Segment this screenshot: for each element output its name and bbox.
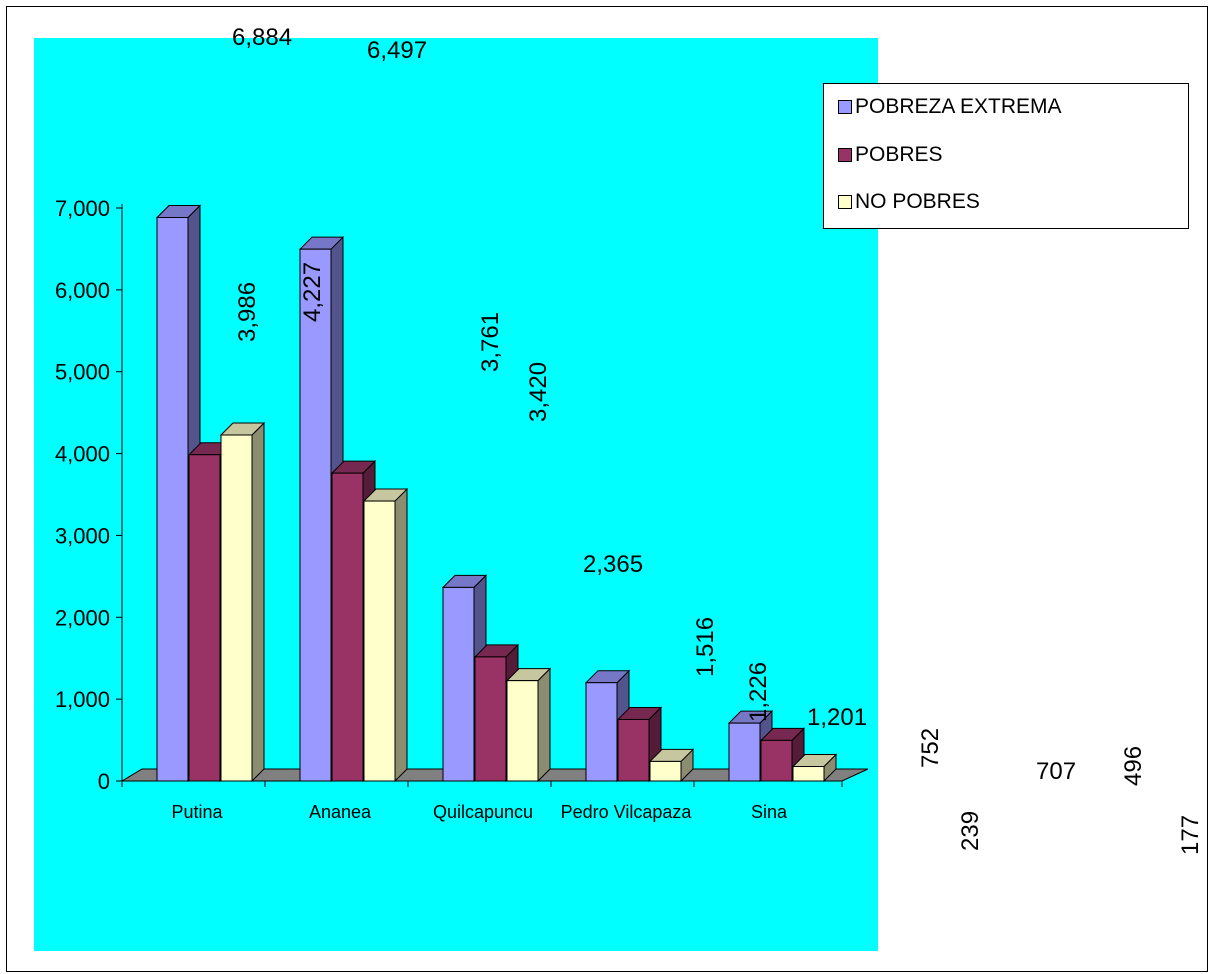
- bar-side: [537, 667, 551, 783]
- data-label: 177: [1177, 815, 1204, 855]
- data-label: 496: [1120, 746, 1147, 786]
- legend-label-pobres: POBRES: [855, 143, 943, 166]
- bar: [220, 434, 253, 782]
- bar: [585, 682, 618, 782]
- bar-side: [251, 421, 265, 783]
- bar: [188, 454, 221, 782]
- legend-item-no-pobres: NO POBRES: [838, 187, 980, 217]
- x-tick-label: Pedro Vilcapaza: [561, 802, 693, 822]
- data-label: 2,365: [583, 551, 643, 578]
- data-label: 6,884: [232, 24, 292, 51]
- y-tick-label: 1,000: [55, 687, 110, 712]
- data-label: 3,761: [477, 312, 504, 372]
- y-tick-label: 2,000: [55, 605, 110, 630]
- data-label: 6,497: [367, 37, 427, 64]
- data-label: 752: [917, 728, 944, 768]
- bar: [649, 760, 682, 782]
- data-label: 1,226: [745, 662, 772, 722]
- legend: POBREZA EXTREMA POBRES NO POBRES: [823, 83, 1189, 229]
- bar: [331, 472, 364, 782]
- legend-item-pobreza-extrema: POBREZA EXTREMA: [838, 92, 1062, 122]
- data-label: 3,986: [234, 282, 261, 342]
- legend-label-pobreza-extrema: POBREZA EXTREMA: [855, 95, 1062, 118]
- y-tick-label: 0: [98, 769, 110, 794]
- legend-swatch-no-pobres: [838, 195, 852, 209]
- y-tick-label: 3,000: [55, 523, 110, 548]
- x-tick-label: Quilcapuncu: [433, 802, 533, 822]
- legend-item-pobres: POBRES: [838, 140, 943, 170]
- bar: [442, 586, 475, 782]
- bar: [156, 216, 189, 782]
- x-tick-label: Sina: [751, 802, 788, 822]
- data-label: 707: [1036, 758, 1076, 785]
- x-tick-label: Putina: [171, 802, 223, 822]
- y-tick-label: 7,000: [55, 196, 110, 221]
- x-tick-label: Ananea: [309, 802, 372, 822]
- bar-side: [394, 487, 408, 783]
- data-label: 1,201: [807, 704, 867, 731]
- data-label: 239: [957, 811, 984, 851]
- bar: [728, 722, 761, 782]
- y-tick-label: 4,000: [55, 442, 110, 467]
- y-tick-label: 6,000: [55, 278, 110, 303]
- bar: [363, 500, 396, 782]
- bar: [760, 739, 793, 782]
- bar: [299, 248, 332, 782]
- y-tick-label: 5,000: [55, 360, 110, 385]
- data-label: 3,420: [525, 362, 552, 422]
- bar: [506, 680, 539, 782]
- legend-swatch-pobres: [838, 148, 852, 162]
- data-label: 1,516: [692, 617, 719, 677]
- legend-label-no-pobres: NO POBRES: [855, 190, 980, 213]
- data-label: 4,227: [299, 262, 326, 322]
- legend-swatch-pobreza-extrema: [838, 100, 852, 114]
- bar: [617, 718, 650, 782]
- bar: [792, 766, 825, 782]
- bar: [474, 656, 507, 782]
